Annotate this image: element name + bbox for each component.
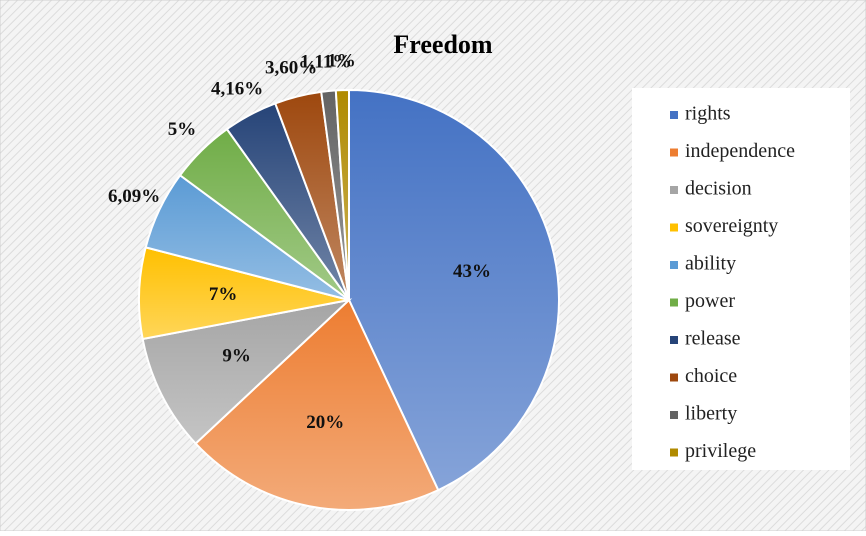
- data-label: 1%: [327, 50, 356, 71]
- legend-swatch: [670, 373, 678, 382]
- legend-label: liberty: [685, 403, 737, 425]
- slice-shine: [321, 90, 349, 300]
- slice-shine: [139, 247, 349, 339]
- legend-label: independence: [685, 140, 795, 162]
- legend-label: power: [685, 290, 735, 312]
- legend-swatch: [670, 448, 678, 457]
- legend-box: [632, 88, 850, 470]
- legend-swatch: [670, 336, 678, 344]
- data-label: 9%: [222, 345, 251, 366]
- data-label: 7%: [209, 284, 238, 305]
- legend-label: sovereignty: [685, 215, 778, 237]
- legend-swatch: [670, 111, 678, 119]
- chart-title: Freedom: [393, 30, 492, 59]
- legend-swatch: [670, 148, 678, 157]
- data-label: 3,60%: [265, 58, 317, 79]
- legend-label: rights: [685, 103, 731, 125]
- slice-shine: [142, 300, 349, 444]
- data-label: 6,09%: [108, 186, 160, 207]
- legend-label: privilege: [685, 440, 756, 462]
- slice-shine: [180, 129, 349, 300]
- data-label: 1,11%: [300, 51, 351, 72]
- slice-shine: [335, 90, 349, 300]
- data-label: 20%: [306, 412, 344, 433]
- slice-shine: [275, 91, 349, 300]
- slice-shine: [226, 103, 349, 300]
- legend-swatch: [670, 411, 678, 419]
- slice-shine: [349, 90, 559, 491]
- data-label: 43%: [453, 261, 491, 282]
- slice-shine: [195, 300, 439, 510]
- legend-swatch: [670, 223, 678, 232]
- legend-label: decision: [685, 178, 752, 200]
- data-label: 4,16%: [211, 78, 263, 99]
- legend-label: release: [685, 328, 741, 350]
- legend-label: ability: [685, 253, 736, 275]
- legend-swatch: [670, 298, 678, 307]
- legend-swatch: [670, 261, 678, 269]
- legend-label: choice: [685, 365, 737, 387]
- slice-shine: [145, 175, 349, 300]
- data-label: 5%: [168, 119, 197, 140]
- legend-swatch: [670, 186, 678, 194]
